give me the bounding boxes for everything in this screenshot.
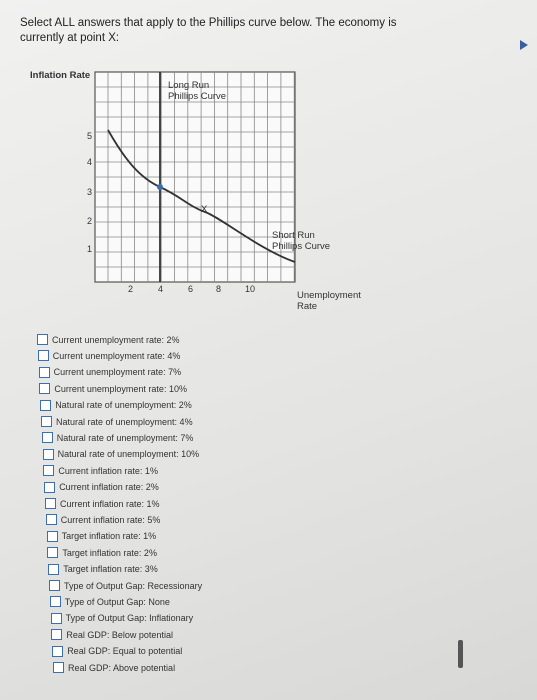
option-label: Natural rate of unemployment: 10% [57, 449, 200, 460]
srpc-curve [107, 129, 296, 263]
y-tick-label: 5 [87, 131, 93, 141]
option[interactable]: Target inflation rate: 2% [47, 547, 157, 559]
question: Select ALL answers that apply to the Phi… [20, 17, 397, 44]
x-axis-label: Unemployment Rate [297, 290, 361, 312]
checkbox[interactable] [46, 530, 58, 542]
option[interactable]: Current inflation rate: 2% [44, 481, 159, 493]
option[interactable]: Current unemployment rate: 2% [37, 334, 180, 345]
point-label: X [201, 204, 208, 215]
x-tick-label: 6 [188, 284, 194, 294]
option-label: Current unemployment rate: 4% [52, 350, 181, 361]
option-label: Type of Output Gap: Inflationary [65, 613, 194, 624]
checkbox[interactable] [50, 612, 62, 624]
checkbox[interactable] [45, 514, 57, 526]
collapse-arrow[interactable] [520, 40, 528, 50]
lrpc-label: Long Run Phillips Curve [168, 80, 227, 102]
checkbox[interactable] [42, 448, 54, 460]
option-label: Target inflation rate: 1% [61, 531, 157, 542]
y-tick-label: 3 [87, 187, 93, 197]
y-tick-label: 4 [87, 157, 93, 167]
option[interactable]: Current unemployment rate: 10% [39, 383, 187, 395]
checkbox[interactable] [51, 629, 63, 641]
srpc-label: Short Run Phillips Curve [272, 230, 331, 252]
checkbox[interactable] [37, 350, 49, 362]
option[interactable]: Natural rate of unemployment: 7% [41, 432, 194, 444]
option-label: Real GDP: Equal to potential [67, 646, 183, 657]
option-label: Target inflation rate: 2% [62, 547, 157, 558]
option[interactable]: Type of Output Gap: Inflationary [50, 612, 194, 624]
checkbox[interactable] [49, 580, 60, 591]
option-label: Natural rate of unemployment: 2% [55, 400, 192, 411]
option[interactable]: Type of Output Gap: Recessionary [49, 580, 202, 591]
option-label: Natural rate of unemployment: 7% [56, 432, 194, 443]
option-label: Current unemployment rate: 2% [52, 334, 180, 345]
checkbox[interactable] [38, 366, 50, 378]
option-label: Target inflation rate: 3% [63, 564, 158, 575]
option-label: Type of Output Gap: Recessionary [64, 580, 203, 591]
option[interactable]: Target inflation rate: 1% [46, 530, 157, 542]
option[interactable]: Natural rate of unemployment: 4% [41, 416, 193, 427]
checkbox[interactable] [41, 416, 52, 427]
checkbox[interactable] [40, 399, 52, 411]
option[interactable]: Type of Output Gap: None [49, 596, 170, 608]
option[interactable]: Current inflation rate: 5% [45, 514, 161, 526]
checkbox[interactable] [44, 481, 56, 493]
option-label: Real GDP: Below potential [66, 629, 173, 640]
option[interactable]: Natural rate of unemployment: 10% [42, 448, 200, 460]
option-label: Type of Output Gap: None [64, 596, 170, 607]
checkbox[interactable] [48, 563, 60, 575]
option-label: Current unemployment rate: 10% [54, 383, 187, 394]
option[interactable]: Real GDP: Below potential [51, 629, 173, 641]
y-tick-label: 1 [87, 244, 93, 254]
scrollbar [458, 640, 463, 668]
option-label: Current inflation rate: 2% [59, 482, 159, 493]
option-label: Current inflation rate: 1% [58, 465, 158, 476]
checkbox[interactable] [37, 334, 48, 345]
option-label: Current inflation rate: 1% [60, 498, 160, 509]
x-tick-label: 2 [128, 284, 134, 294]
option[interactable]: Real GDP: Above potential [53, 662, 175, 673]
y-tick-label: 2 [87, 216, 93, 226]
checkbox[interactable] [45, 498, 56, 509]
checkbox[interactable] [43, 465, 55, 477]
checkbox[interactable] [52, 645, 64, 657]
checkbox[interactable] [39, 383, 51, 395]
option[interactable]: Natural rate of unemployment: 2% [40, 399, 192, 411]
option[interactable]: Current inflation rate: 1% [43, 465, 158, 477]
option-label: Natural rate of unemployment: 4% [56, 416, 193, 427]
checkbox[interactable] [47, 547, 59, 559]
option[interactable]: Real GDP: Equal to potential [52, 645, 183, 657]
x-tick-label: 8 [216, 284, 222, 294]
x-tick-label: 10 [245, 284, 256, 294]
option[interactable]: Current unemployment rate: 4% [37, 350, 181, 362]
y-axis-label: Inflation Rate [30, 70, 91, 81]
option[interactable]: Current unemployment rate: 7% [38, 366, 182, 378]
option[interactable]: Current inflation rate: 1% [45, 498, 160, 509]
option-label: Current unemployment rate: 7% [53, 367, 182, 378]
option[interactable]: Target inflation rate: 3% [48, 563, 158, 575]
option-label: Current inflation rate: 5% [60, 514, 161, 525]
checkbox[interactable] [49, 596, 61, 608]
point-dot [157, 184, 163, 190]
x-tick-label: 4 [158, 284, 164, 294]
checkbox[interactable] [41, 432, 53, 444]
checkbox[interactable] [53, 662, 64, 673]
option-label: Real GDP: Above potential [68, 662, 176, 673]
